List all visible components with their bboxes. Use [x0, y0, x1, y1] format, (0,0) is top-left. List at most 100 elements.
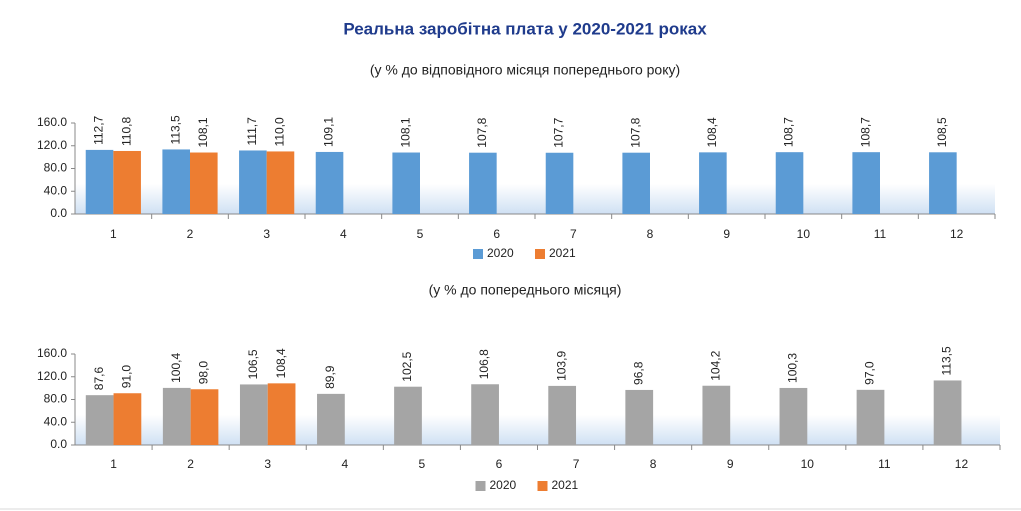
data-label: 102,5	[400, 351, 414, 381]
data-label: 100,3	[786, 353, 800, 383]
data-label: 97,0	[863, 361, 877, 385]
bar	[85, 149, 114, 214]
x-tick-label: 12	[950, 227, 964, 241]
bar	[239, 384, 268, 445]
y-tick-label: 80.0	[44, 161, 68, 175]
data-label: 108,4	[274, 348, 288, 378]
data-label: 112,7	[92, 115, 106, 144]
data-label: 113,5	[168, 115, 182, 144]
x-tick-label: 5	[419, 457, 426, 471]
bar	[392, 152, 420, 214]
data-label: 108,7	[858, 117, 872, 147]
x-tick-label: 9	[727, 457, 734, 471]
data-label: 110,0	[273, 117, 287, 146]
data-label: 110,8	[119, 117, 133, 146]
x-tick-label: 4	[341, 457, 348, 471]
bar	[545, 152, 574, 214]
bar	[622, 152, 650, 214]
data-label: 108,5	[935, 117, 949, 147]
y-tick-label: 40.0	[44, 414, 68, 428]
y-tick-label: 120.0	[37, 369, 67, 383]
bar	[266, 151, 295, 214]
plot-band	[75, 184, 995, 214]
x-tick-label: 8	[650, 457, 657, 471]
y-tick-label: 120.0	[37, 138, 67, 152]
data-label: 109,1	[322, 117, 336, 147]
y-tick-label: 160.0	[37, 346, 67, 360]
bar	[113, 150, 141, 214]
bar	[239, 150, 267, 214]
legend-label: 2021	[549, 246, 576, 260]
x-tick-label: 4	[340, 227, 347, 241]
chart-subtitle: (у % до відповідного місяця попереднього…	[370, 62, 680, 78]
bar	[317, 393, 345, 445]
chart-subtitle: (у % до попереднього місяця)	[429, 282, 622, 298]
bar	[315, 151, 344, 214]
data-label: 91,0	[120, 365, 134, 389]
data-label: 96,8	[631, 361, 645, 385]
x-tick-label: 2	[187, 227, 194, 241]
data-label: 87,6	[92, 366, 106, 390]
data-label: 107,7	[552, 117, 566, 147]
chart-title: Реальна заробітна плата у 2020-2021 рока…	[343, 19, 707, 38]
bar	[85, 395, 114, 445]
x-tick-label: 5	[417, 227, 424, 241]
plot-band	[75, 415, 1000, 445]
x-tick-label: 3	[263, 227, 270, 241]
bar	[852, 152, 880, 214]
legend-swatch	[535, 249, 545, 259]
bar	[933, 380, 962, 445]
x-tick-label: 1	[110, 227, 117, 241]
legend-swatch	[475, 481, 486, 491]
x-tick-label: 3	[264, 457, 271, 471]
legend-swatch	[473, 249, 483, 259]
data-label: 100,4	[169, 353, 183, 383]
bar	[856, 389, 885, 445]
bar	[394, 386, 422, 445]
x-tick-label: 6	[496, 457, 503, 471]
legend-label: 2020	[487, 246, 514, 260]
data-label: 89,9	[323, 365, 337, 389]
x-tick-label: 7	[570, 227, 577, 241]
bar	[469, 152, 497, 214]
bar	[190, 389, 219, 445]
x-tick-label: 7	[573, 457, 580, 471]
data-label: 108,1	[398, 117, 412, 147]
y-tick-label: 80.0	[44, 392, 68, 406]
x-tick-label: 1	[110, 457, 117, 471]
data-label: 108,4	[705, 117, 719, 147]
legend-label: 2021	[552, 478, 579, 492]
y-tick-label: 0.0	[50, 437, 67, 451]
bar	[267, 383, 296, 445]
y-tick-label: 0.0	[50, 206, 67, 220]
bar	[162, 149, 190, 214]
y-tick-label: 40.0	[44, 183, 68, 197]
x-tick-label: 2	[187, 457, 194, 471]
bar	[702, 385, 731, 445]
x-tick-label: 11	[878, 457, 891, 471]
bar	[775, 152, 804, 214]
data-label: 98,0	[197, 361, 211, 385]
bar	[113, 393, 142, 445]
bar	[190, 152, 218, 214]
data-label: 107,8	[475, 117, 489, 147]
bar	[162, 387, 191, 445]
x-tick-label: 10	[797, 227, 811, 241]
x-tick-label: 9	[723, 227, 730, 241]
legend-swatch	[537, 481, 548, 491]
legend-label: 2020	[490, 478, 517, 492]
data-label: 107,8	[628, 117, 642, 147]
bar	[699, 152, 727, 214]
data-label: 108,1	[196, 117, 210, 147]
data-label: 103,9	[554, 351, 568, 381]
x-tick-label: 11	[874, 227, 887, 241]
x-tick-label: 12	[955, 457, 969, 471]
bar	[625, 389, 654, 445]
bar	[929, 152, 957, 214]
y-tick-label: 160.0	[37, 115, 67, 129]
bar	[779, 387, 808, 445]
bar	[471, 384, 499, 445]
data-label: 108,7	[782, 117, 796, 147]
data-label: 104,2	[709, 350, 723, 380]
